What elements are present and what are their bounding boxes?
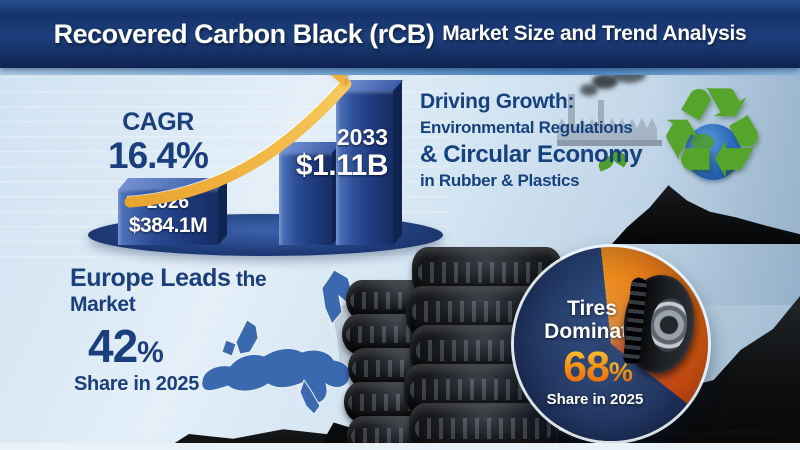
driving-growth-heading: Driving Growth: [420, 90, 575, 113]
bar-2033 [336, 80, 404, 245]
bottom-border [0, 443, 800, 450]
badge-share-caption: Share in 2025 [546, 391, 644, 409]
globe-icon [685, 124, 741, 180]
badge-line2: Dominate [544, 320, 640, 344]
page-subtitle: Market Size and Trend Analysis [442, 22, 747, 45]
badge-line1: Tires [567, 297, 617, 320]
title-divider [0, 68, 800, 75]
page-title: Recovered Carbon Black (rCB) [53, 18, 435, 49]
bar-2026-value: $384.1M [128, 214, 208, 237]
factory-icon [557, 94, 662, 146]
bar-2033-year: 2033 [336, 124, 388, 150]
bar-intermediate [279, 142, 343, 245]
tire [409, 403, 559, 450]
driving-growth-line2: & Circular Economy [420, 141, 643, 168]
europe-stat-block: Europe Leads the Market 42% Share in 202… [70, 264, 330, 396]
europe-share-value: 42% [88, 320, 164, 372]
background-shade [650, 75, 800, 305]
bar-2033-label: 2033 $1.11B [272, 124, 389, 182]
cagr-value: 16.4% [108, 135, 209, 176]
driving-growth-line3: in Rubber & Plastics [420, 171, 580, 190]
europe-heading: Europe Leads the Market [70, 264, 267, 316]
recycling-globe-graphic: ♻ [642, 64, 782, 210]
driving-growth-line1: Environmental Regulations [420, 118, 633, 137]
growth-arrow-icon [124, 78, 352, 208]
tires-share-badge: Tires Dominate 68% Share in 2025 [514, 247, 708, 441]
smoke-icon [592, 74, 618, 89]
driving-growth-block: Driving Growth: Environmental Regulation… [420, 90, 670, 191]
tire-icon [619, 271, 699, 377]
europe-share-caption: Share in 2025 [74, 373, 200, 395]
cagr-label: CAGR [122, 108, 194, 136]
smoke-icon [580, 84, 598, 96]
cagr-stat: CAGR 16.4% [78, 108, 238, 176]
title-bar: Recovered Carbon Black (rCB) Market Size… [0, 0, 800, 68]
bar-2033-value: $1.11B [295, 149, 389, 182]
recycle-icon: ♻ [655, 63, 769, 204]
